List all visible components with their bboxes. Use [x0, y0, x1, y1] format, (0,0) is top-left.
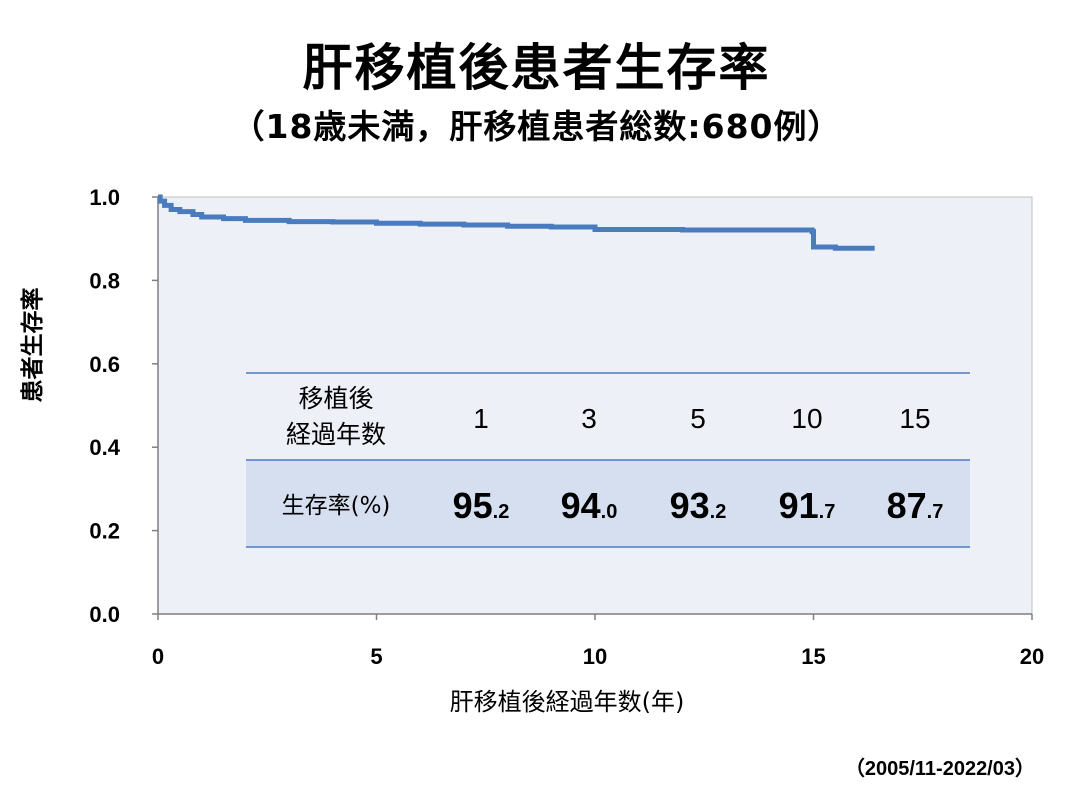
- table-year-15: 15: [899, 403, 930, 434]
- table-header-line2: 経過年数: [286, 420, 386, 449]
- table-rate-label: 生存率(%): [282, 493, 391, 519]
- y-tick-label: 1.0: [89, 185, 120, 210]
- x-tick-group: 0 5 10 15 20: [152, 614, 1044, 669]
- table-rate-1yr: 95.2: [453, 485, 510, 526]
- chart-title: 肝移植後患者生存率: [302, 39, 771, 97]
- chart-subtitle: （18歳未満，肝移植患者総数:680例）: [231, 107, 842, 146]
- date-range-note: （2005/11-2022/03）: [844, 758, 1035, 780]
- table-year-5: 5: [690, 403, 706, 434]
- table-header-line1: 移植後: [298, 384, 373, 413]
- table-year-10: 10: [791, 403, 822, 434]
- x-tick-label: 0: [152, 644, 164, 669]
- table-rate-15yr: 87.7: [887, 485, 944, 526]
- table-rate-row-bg: [246, 460, 970, 547]
- y-tick-group: 0.0 0.2 0.4 0.6 0.8 1.0: [89, 185, 158, 627]
- table-rate-5yr: 93.2: [670, 485, 727, 526]
- y-tick-label: 0.8: [89, 268, 120, 293]
- x-tick-label: 15: [801, 644, 825, 669]
- x-axis-label: 肝移植後経過年数(年): [450, 688, 685, 716]
- table-rate-3yr: 94.0: [561, 485, 618, 526]
- y-tick-label: 0.4: [89, 435, 120, 460]
- y-axis-label: 患者生存率: [19, 288, 46, 403]
- x-tick-label: 10: [583, 644, 607, 669]
- table-year-3: 3: [581, 403, 597, 434]
- y-tick-label: 0.2: [89, 519, 120, 544]
- y-tick-label: 0.0: [89, 602, 120, 627]
- y-tick-label: 0.6: [89, 352, 120, 377]
- table-year-1: 1: [473, 403, 489, 434]
- x-tick-label: 20: [1020, 644, 1044, 669]
- survival-curve: [157, 194, 875, 251]
- table-rate-10yr: 91.7: [779, 485, 836, 526]
- x-tick-label: 5: [370, 644, 382, 669]
